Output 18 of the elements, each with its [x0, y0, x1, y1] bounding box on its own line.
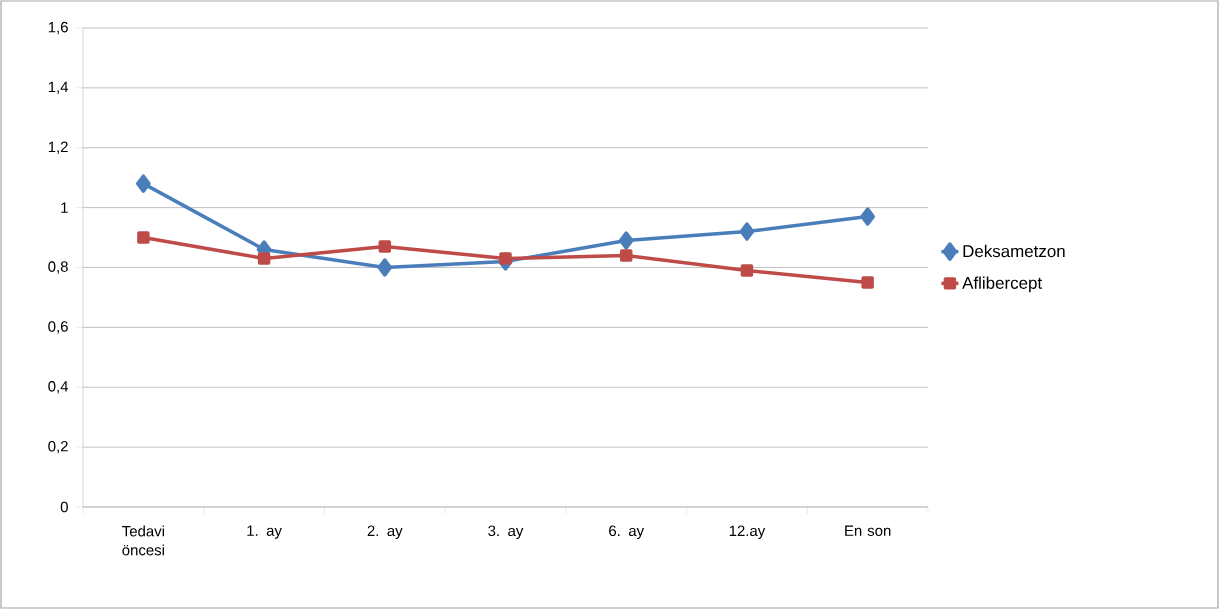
x-tick-label: Tedavi öncesi — [122, 525, 164, 556]
y-tick-label: 1,2 — [48, 141, 68, 154]
y-tick-label: 0,6 — [48, 321, 68, 334]
x-tick-label: 2. ay — [367, 525, 403, 540]
legend-label: Deksametzon — [963, 244, 1065, 258]
y-tick-label: 0,2 — [48, 440, 68, 454]
y-tick-label: 0,8 — [48, 261, 68, 274]
y-tick-label: 1,6 — [48, 21, 68, 35]
y-tick-label: 0,4 — [48, 381, 69, 394]
y-tick-label: 1,4 — [48, 81, 69, 94]
x-tick-label: 1. ay — [247, 525, 282, 539]
y-tick-label: 1 — [61, 202, 68, 213]
x-tick-label: 12.ay — [729, 525, 766, 540]
y-tick-label: 0 — [60, 501, 68, 513]
x-tick-label: 3. ay — [488, 525, 524, 540]
legend-label: Aflibercept — [962, 276, 1043, 293]
x-tick-label: 6. ay — [609, 525, 645, 540]
x-tick-label: En son — [845, 525, 891, 536]
